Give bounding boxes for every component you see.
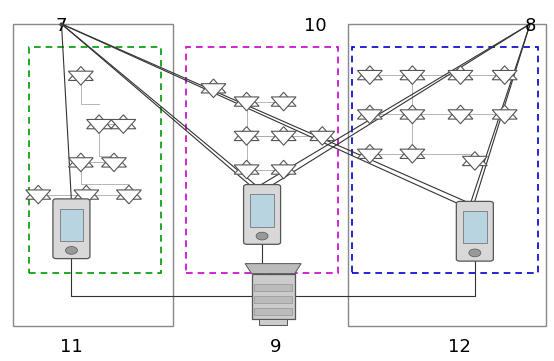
FancyBboxPatch shape [244,184,280,244]
Polygon shape [234,127,259,140]
Polygon shape [271,160,296,174]
Bar [29,47,161,273]
Text: 8: 8 [525,17,536,35]
Polygon shape [234,131,259,145]
Polygon shape [234,160,259,174]
Polygon shape [448,66,473,80]
Polygon shape [400,70,425,84]
FancyBboxPatch shape [53,199,90,258]
Polygon shape [493,110,517,124]
Polygon shape [400,66,425,80]
Text: 9: 9 [270,338,281,356]
Polygon shape [357,70,382,84]
Polygon shape [26,185,51,199]
Text: 12: 12 [448,338,471,356]
Polygon shape [448,70,473,84]
FancyBboxPatch shape [456,201,494,261]
Polygon shape [74,185,99,199]
Polygon shape [68,158,93,172]
Polygon shape [400,149,425,163]
Bar [13,24,173,326]
Polygon shape [245,264,301,274]
Polygon shape [493,70,517,84]
Polygon shape [357,144,382,158]
Text: 7: 7 [56,17,67,35]
Polygon shape [310,131,335,145]
Polygon shape [74,190,99,204]
Polygon shape [101,158,126,172]
Bar [59,209,83,241]
Polygon shape [86,115,111,129]
Polygon shape [201,84,226,97]
Bar [348,24,546,326]
Polygon shape [101,153,126,167]
Polygon shape [234,92,259,106]
Text: 10: 10 [304,17,327,35]
Polygon shape [271,97,296,111]
Bar [463,211,487,243]
Polygon shape [26,190,51,204]
Bar [259,319,287,325]
Bar [254,284,292,291]
Polygon shape [271,127,296,140]
Bar [254,296,292,303]
Polygon shape [357,149,382,163]
Polygon shape [310,127,335,140]
Polygon shape [271,131,296,145]
Polygon shape [201,79,226,93]
Polygon shape [493,66,517,80]
Text: 11: 11 [60,338,83,356]
Polygon shape [116,190,141,204]
Bar [352,47,538,273]
Polygon shape [68,66,93,81]
Polygon shape [234,165,259,179]
Polygon shape [463,156,488,170]
Polygon shape [68,71,93,85]
Circle shape [65,247,78,254]
Polygon shape [357,110,382,124]
Polygon shape [357,66,382,80]
Polygon shape [400,105,425,119]
Polygon shape [357,105,382,119]
Bar [186,47,338,273]
Polygon shape [68,153,93,167]
Polygon shape [271,165,296,179]
Polygon shape [116,185,141,199]
Polygon shape [234,97,259,111]
Polygon shape [400,144,425,158]
Polygon shape [463,152,488,166]
Polygon shape [271,92,296,106]
Polygon shape [448,105,473,119]
Polygon shape [111,115,136,129]
Bar [252,274,295,319]
Polygon shape [111,119,136,134]
Polygon shape [493,105,517,119]
Bar [254,308,292,315]
Bar [250,195,274,227]
Polygon shape [400,110,425,124]
Polygon shape [86,119,111,134]
Circle shape [256,232,268,240]
Polygon shape [448,110,473,124]
Circle shape [469,249,481,257]
